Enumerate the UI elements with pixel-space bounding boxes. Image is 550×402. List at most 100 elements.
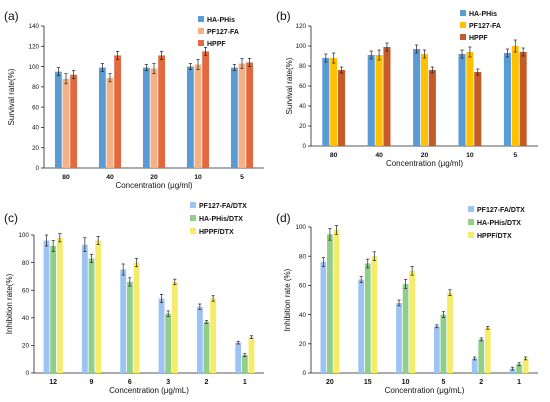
y-tick-label: 60 — [32, 104, 39, 111]
x-axis-label: Concentration (μg/ml) — [386, 159, 463, 168]
bar — [413, 49, 421, 146]
y-tick-label: 40 — [22, 315, 30, 322]
x-tick-label: 20 — [150, 174, 158, 181]
bar — [203, 321, 210, 373]
legend-swatch — [190, 202, 196, 208]
x-tick-label: 2 — [479, 379, 483, 386]
bar — [88, 258, 95, 373]
y-axis-label: Survival rate(%) — [285, 57, 294, 114]
legend-swatch — [468, 219, 474, 225]
legend-swatch — [190, 215, 196, 221]
bar — [458, 54, 466, 146]
legend-swatch — [468, 206, 474, 212]
x-tick-label: 40 — [106, 174, 114, 181]
y-tick-label: 40 — [299, 103, 306, 110]
bar — [165, 313, 172, 373]
bar — [396, 302, 402, 373]
bar — [447, 292, 453, 373]
x-tick-label: 5 — [240, 174, 244, 181]
x-tick-label: 10 — [466, 152, 474, 159]
bar — [241, 355, 248, 373]
legend-label: HPPF/DTX — [199, 229, 234, 236]
bar — [338, 70, 346, 146]
x-tick-label: 6 — [128, 379, 132, 386]
bar — [516, 364, 522, 373]
bar — [54, 71, 62, 168]
panel-label: (c) — [4, 211, 18, 225]
bar — [202, 51, 210, 168]
y-axis-label: Inhibition rate (%) — [283, 268, 292, 331]
bar — [98, 67, 106, 168]
legend-label: PF127-FA/DTX — [477, 207, 525, 214]
bar — [238, 63, 246, 168]
x-tick-label: 20 — [326, 379, 334, 386]
bar — [471, 358, 478, 373]
legend-swatch — [190, 228, 196, 234]
legend-swatch — [460, 22, 466, 28]
chart-panel: (a) 0 20 40 60 80 100 120 140 80 40 20 10 5 Concentrat… — [4, 9, 264, 190]
legend-swatch — [460, 10, 466, 16]
bar — [371, 256, 378, 373]
legend: PF127-FA/DTX HA-PHis/DTX HPPF/DTX — [468, 206, 525, 240]
y-tick-label: 100 — [29, 64, 40, 71]
y-tick-label: 100 — [296, 43, 307, 50]
chart-panel: (d) 0 20 40 60 80 100 20 15 10 5 2 1 Concentration (μ… — [276, 206, 538, 395]
bar — [358, 279, 365, 373]
bar — [246, 62, 254, 169]
x-tick-label: 10 — [194, 174, 202, 181]
bar — [210, 298, 217, 373]
bar — [114, 55, 122, 168]
x-tick-label: 3 — [166, 379, 170, 386]
bar — [409, 270, 416, 373]
legend-label: PF127-FA/DTX — [199, 203, 247, 210]
bar — [120, 269, 127, 373]
legend-swatch — [198, 28, 204, 34]
bar — [50, 246, 57, 373]
x-axis-label: Concentration (μg/ml) — [115, 181, 192, 190]
legend-label: PF127-FA — [207, 29, 239, 36]
legend-swatch — [468, 232, 474, 238]
bar — [235, 342, 242, 373]
y-tick-label: 80 — [299, 253, 307, 260]
y-tick-label: 0 — [302, 370, 306, 377]
chart-panel: (c) 0 20 40 60 80 100 12 9 6 3 2 1 Concentration (μg/… — [4, 202, 264, 395]
y-tick-label: 140 — [29, 23, 40, 30]
bar — [509, 368, 516, 373]
panel-label: (d) — [276, 211, 291, 225]
legend: HA-PHis PF127-FA HPPF — [198, 16, 239, 48]
bar — [511, 46, 519, 146]
bar — [62, 78, 70, 168]
y-tick-label: 20 — [22, 343, 30, 350]
y-tick-label: 0 — [36, 165, 40, 172]
y-tick-label: 0 — [303, 143, 307, 150]
bar — [194, 64, 202, 168]
y-axis-label: Survival rate(%) — [7, 68, 16, 125]
legend-label: HA-PHis/DTX — [477, 220, 521, 227]
x-tick-label: 80 — [330, 152, 338, 159]
y-tick-label: 100 — [18, 232, 29, 239]
bar — [322, 58, 330, 146]
y-tick-label: 60 — [22, 287, 30, 294]
bar — [484, 327, 491, 373]
x-tick-label: 15 — [364, 379, 372, 386]
legend-label: HPPF — [207, 41, 226, 48]
x-tick-label: 40 — [375, 152, 383, 159]
y-tick-label: 60 — [299, 83, 306, 90]
bar — [150, 68, 158, 168]
y-tick-label: 120 — [29, 43, 40, 50]
x-tick-label: 1 — [517, 379, 521, 386]
bar — [70, 74, 78, 168]
y-tick-label: 60 — [299, 283, 307, 290]
bar — [126, 281, 133, 373]
x-tick-label: 12 — [49, 379, 57, 386]
legend-swatch — [198, 16, 204, 22]
bar — [420, 54, 429, 146]
legend-swatch — [198, 40, 204, 46]
y-tick-label: 120 — [296, 23, 307, 30]
bar — [248, 337, 255, 373]
legend: HA-PHis PF127-FA HPPF — [460, 10, 501, 42]
legend-label: HPPF/DTX — [477, 233, 512, 240]
x-tick-label: 5 — [513, 152, 517, 159]
x-axis-label: Concentration (μg/mL) — [385, 386, 465, 395]
